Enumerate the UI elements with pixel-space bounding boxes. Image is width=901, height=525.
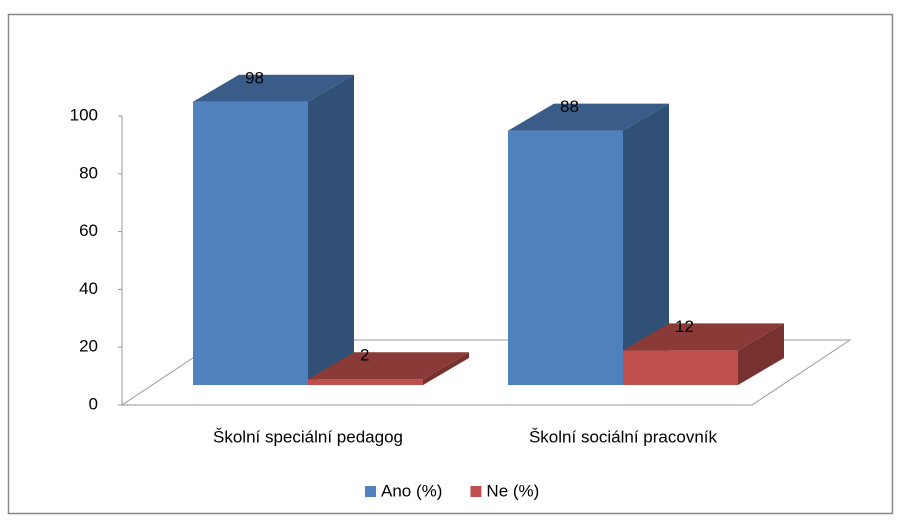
bar	[193, 74, 354, 385]
bar-front	[193, 101, 308, 385]
y-tick-label: 0	[89, 394, 98, 413]
legend-swatch	[470, 486, 482, 497]
bar-top	[308, 352, 469, 380]
bar-front	[623, 350, 738, 385]
data-label: 98	[245, 68, 264, 87]
bar	[623, 323, 784, 385]
bar-top	[193, 74, 354, 102]
y-tick-label: 40	[79, 279, 98, 298]
x-tick-label: Školní sociální pracovník	[529, 427, 718, 446]
bar-front	[508, 130, 623, 385]
y-tick-label: 100	[70, 105, 98, 124]
x-tick-label: Školní speciální pedagog	[213, 427, 403, 446]
bar-front	[308, 379, 423, 385]
legend-swatch	[365, 486, 376, 497]
chart-border	[7, 13, 894, 515]
y-tick-label: 60	[79, 221, 98, 240]
bar-side	[308, 74, 354, 385]
y-tick-label: 80	[79, 163, 98, 182]
floor	[120, 339, 852, 406]
y-tick-label: 20	[79, 337, 98, 356]
bar-side	[623, 103, 669, 386]
data-label: 88	[560, 97, 579, 116]
data-label: 12	[675, 317, 694, 336]
bar-side	[738, 323, 784, 385]
bar-side	[423, 352, 469, 385]
bar-top	[508, 103, 669, 131]
legend-label: Ne (%)	[486, 481, 539, 500]
bar	[508, 103, 669, 386]
legend-label: Ano (%)	[381, 481, 442, 500]
bar	[308, 352, 469, 385]
data-label: 2	[360, 346, 369, 365]
bar-top	[623, 323, 784, 351]
